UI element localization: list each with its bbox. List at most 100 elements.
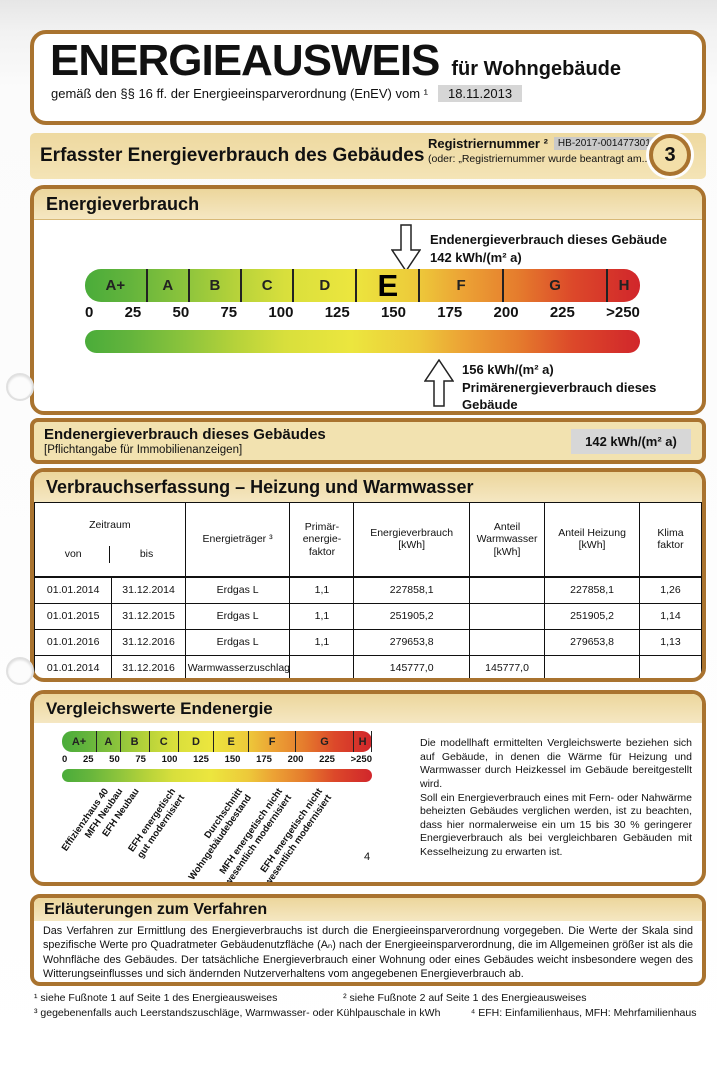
scale-tick: 75: [220, 304, 238, 321]
footnote-2: ² siehe Fußnote 2 auf Seite 1 des Energi…: [343, 992, 587, 1004]
table-cell: [112, 681, 185, 682]
section-bar-title: Erfasster Energieverbrauch des Gebäudes: [40, 145, 425, 166]
scale-tick: 100: [161, 754, 178, 765]
header-zeitraum: Zeitraum von bis: [34, 501, 186, 578]
scale-tick: >250: [350, 754, 372, 765]
registration-label: Registriernummer ²: [428, 136, 548, 151]
header-bis: bis: [109, 545, 182, 564]
footnotes: ¹ siehe Fußnote 1 auf Seite 1 des Energi…: [34, 992, 706, 1022]
binder-hole: [6, 657, 34, 685]
table-cell: 251905,2: [353, 602, 470, 630]
scale-tick: 225: [549, 304, 575, 321]
scale-tick: 150: [224, 754, 241, 765]
document-header-box: ENERGIEAUSWEIS für Wohngebäude gemäß den…: [30, 30, 706, 125]
energy-scale-band: A+ A B C D E F G H: [85, 268, 640, 303]
header-primaerfaktor: Primär- energie- faktor: [289, 501, 355, 578]
scale-band: A+: [62, 731, 98, 752]
scale-tick: 175: [437, 304, 463, 321]
up-arrow-icon: [423, 358, 455, 411]
table-cell: [468, 576, 546, 604]
scale-tick: 125: [193, 754, 209, 765]
endenergie-bar-subtitle: [Pflichtangabe für Immobilienanzeigen]: [44, 444, 243, 456]
scale-band: A: [148, 269, 190, 302]
table-cell: Erdgas L: [184, 602, 291, 630]
table-cell: [639, 681, 701, 682]
comparison-gradient-bar: [62, 769, 372, 782]
table-cell: 1,14: [638, 602, 702, 630]
scale-band: D: [179, 731, 215, 752]
primaerenergie-annotation-value: 156 kWh/(m² a): [462, 362, 554, 377]
binder-hole: [6, 373, 34, 401]
primaerenergie-annotation: 156 kWh/(m² a) Primärenergieverbrauch di…: [462, 361, 702, 413]
section-bar: Erfasster Energieverbrauch des Gebäudes …: [30, 133, 706, 179]
table-cell: [638, 654, 702, 678]
scale-band: H: [354, 731, 372, 752]
footnote-marker-4: 4: [364, 851, 371, 863]
scale-band: G: [296, 731, 355, 752]
table-cell: 1,1: [289, 576, 355, 604]
table-cell: 279653,8: [544, 628, 640, 656]
endenergie-annotation-value: 142 kWh/(m² a): [430, 249, 522, 265]
footnote-1: ¹ siehe Fußnote 1 auf Seite 1 des Energi…: [34, 992, 278, 1004]
table-cell: [35, 681, 112, 682]
down-arrow-icon: [390, 224, 422, 277]
page-number-badge: 3: [649, 134, 691, 176]
primaerenergie-annotation-label: Primärenergieverbrauch dieses Gebäude: [462, 379, 657, 413]
table-cell: 31.12.2014: [111, 576, 186, 604]
scale-band: A: [97, 731, 121, 752]
scale-band: C: [150, 731, 179, 752]
table-cell: 1,13: [638, 628, 702, 656]
scale-band: C: [242, 269, 295, 302]
header-energieverbrauch: Energieverbrauch [kWh]: [353, 501, 470, 578]
scale-band-current: E: [357, 268, 421, 303]
scale-band: D: [294, 269, 358, 302]
table-cell: [545, 681, 640, 682]
table-row: 01.01.2014 31.12.2016 Warmwasserzuschlag…: [34, 654, 702, 678]
comparison-explanation: Die modellhaft ermittelten Vergleichswer…: [420, 737, 692, 860]
footnote-4: ⁴ EFH: Einfamilienhaus, MFH: Mehrfamilie…: [470, 1007, 697, 1019]
header-klimafaktor: Klima faktor: [638, 501, 702, 578]
table-cell: 01.01.2016: [34, 628, 113, 656]
scale-band: A+: [85, 269, 148, 302]
scale-tick: 100: [268, 304, 294, 321]
scale-tick: 125: [324, 304, 350, 321]
scale-tick: 200: [493, 304, 519, 321]
scale-tick: 75: [135, 754, 146, 765]
table-cell: [468, 628, 546, 656]
table-header-row: Zeitraum von bis Energieträger ³ Primär-…: [34, 501, 702, 578]
law-date-value: 18.11.2013: [437, 85, 523, 103]
table-row-empty: [35, 681, 702, 682]
header-zeitraum-label: Zeitraum: [89, 518, 131, 531]
footnote-3: ³ gegebenenfalls auch Leerstandszuschläg…: [34, 1007, 441, 1019]
table-cell: 279653,8: [353, 628, 470, 656]
header-von: von: [64, 547, 82, 560]
energy-scale-ticks: 0 25 50 75 100 125 150 175 200 225 >250: [85, 304, 640, 321]
table-cell: 145777,0: [468, 654, 546, 678]
scale-tick: 25: [124, 304, 142, 321]
scale-tick: 50: [172, 304, 190, 321]
table-cell: 01.01.2014: [34, 654, 113, 678]
vergleichswerte-box: Vergleichswerte Endenergie A+ A B C D E …: [30, 690, 706, 886]
table-cell: 31.12.2016: [111, 654, 186, 678]
verbrauchserfassung-box: Verbrauchserfassung – Heizung und Warmwa…: [30, 468, 706, 682]
scale-tick: 50: [109, 754, 120, 765]
document-title-suffix: für Wohngebäude: [451, 58, 622, 80]
table-cell: 1,1: [289, 602, 355, 630]
erlaeuterungen-text: Das Verfahren zur Ermittlung des Energie…: [43, 925, 693, 980]
erlaeuterungen-box: Erläuterungen zum Verfahren Das Verfahre…: [30, 894, 706, 986]
scale-band: B: [190, 269, 243, 302]
vergleichswerte-title: Vergleichswerte Endenergie: [34, 694, 702, 723]
table-row: 01.01.2016 31.12.2016 Erdgas L 1,1 27965…: [34, 628, 702, 656]
consumption-table: Zeitraum von bis Energieträger ³ Primär-…: [34, 501, 702, 682]
endenergie-annotation-label: Endenergieverbrauch dieses Gebäude: [430, 232, 667, 247]
table-cell: 227858,1: [544, 576, 640, 604]
scale-band: F: [249, 731, 296, 752]
scale-tick: 200: [287, 754, 304, 765]
header-anteil-heizung: Anteil Heizung [kWh]: [544, 501, 640, 578]
table-cell: 145777,0: [353, 654, 470, 678]
scale-band: G: [504, 269, 609, 302]
registration-alt-text: (oder: „Registriernummer wurde beantragt…: [428, 153, 658, 165]
table-cell: [185, 681, 290, 682]
registration-number: HB-2017-001477301: [553, 137, 655, 150]
endenergie-bar: Endenergieverbrauch dieses Gebäudes [Pfl…: [30, 418, 706, 464]
